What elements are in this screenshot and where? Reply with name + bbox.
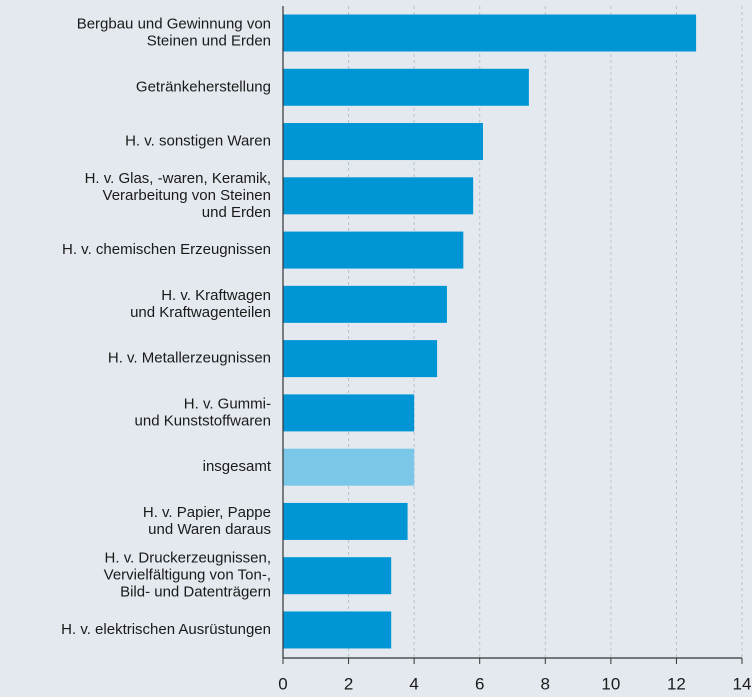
bar (283, 231, 464, 269)
x-tick-label: 12 (667, 674, 686, 693)
y-tick-label: Getränkeherstellung (136, 78, 271, 95)
y-tick-label: H. v. Glas, -waren, Keramik, Verarbeitung… (85, 170, 271, 221)
x-tick-label: 10 (601, 674, 620, 693)
bar (283, 611, 392, 649)
bar (283, 123, 483, 161)
y-tick-label: H. v. Gummi-und Kunststoffwaren (135, 395, 271, 429)
y-tick-label: H. v. Kraftwagen und Kraftwagenteilen (130, 287, 271, 321)
x-tick-label: 4 (409, 674, 418, 693)
bar (283, 557, 392, 595)
x-tick-label: 0 (278, 674, 287, 693)
bar (283, 68, 529, 106)
y-tick-label: H. v. Metallerzeugnissen (108, 350, 271, 367)
y-tick-label: H. v. Druckerzeugnissen, Vervielfältigung… (104, 550, 271, 601)
y-tick-label: H. v. chemischen Erzeugnissen (62, 241, 271, 258)
bar (283, 448, 415, 486)
bar (283, 340, 438, 378)
x-tick-label: 6 (475, 674, 484, 693)
bar (283, 502, 408, 540)
y-tick-label: H. v. Papier, Pappe und Waren daraus (143, 504, 271, 538)
x-tick-label: 8 (541, 674, 550, 693)
bar (283, 177, 474, 215)
y-tick-label: insgesamt (203, 458, 272, 475)
bar (283, 285, 447, 323)
y-tick-label: H. v. elektrischen Ausrüstungen (61, 621, 271, 638)
x-tick-label: 2 (344, 674, 353, 693)
bar (283, 394, 415, 432)
y-tick-label: H. v. sonstigen Waren (125, 133, 271, 150)
y-tick-label: Bergbau und Gewinnung von Steinen und Erd… (77, 15, 271, 49)
bar (283, 14, 697, 52)
x-tick-label: 14 (733, 674, 752, 693)
